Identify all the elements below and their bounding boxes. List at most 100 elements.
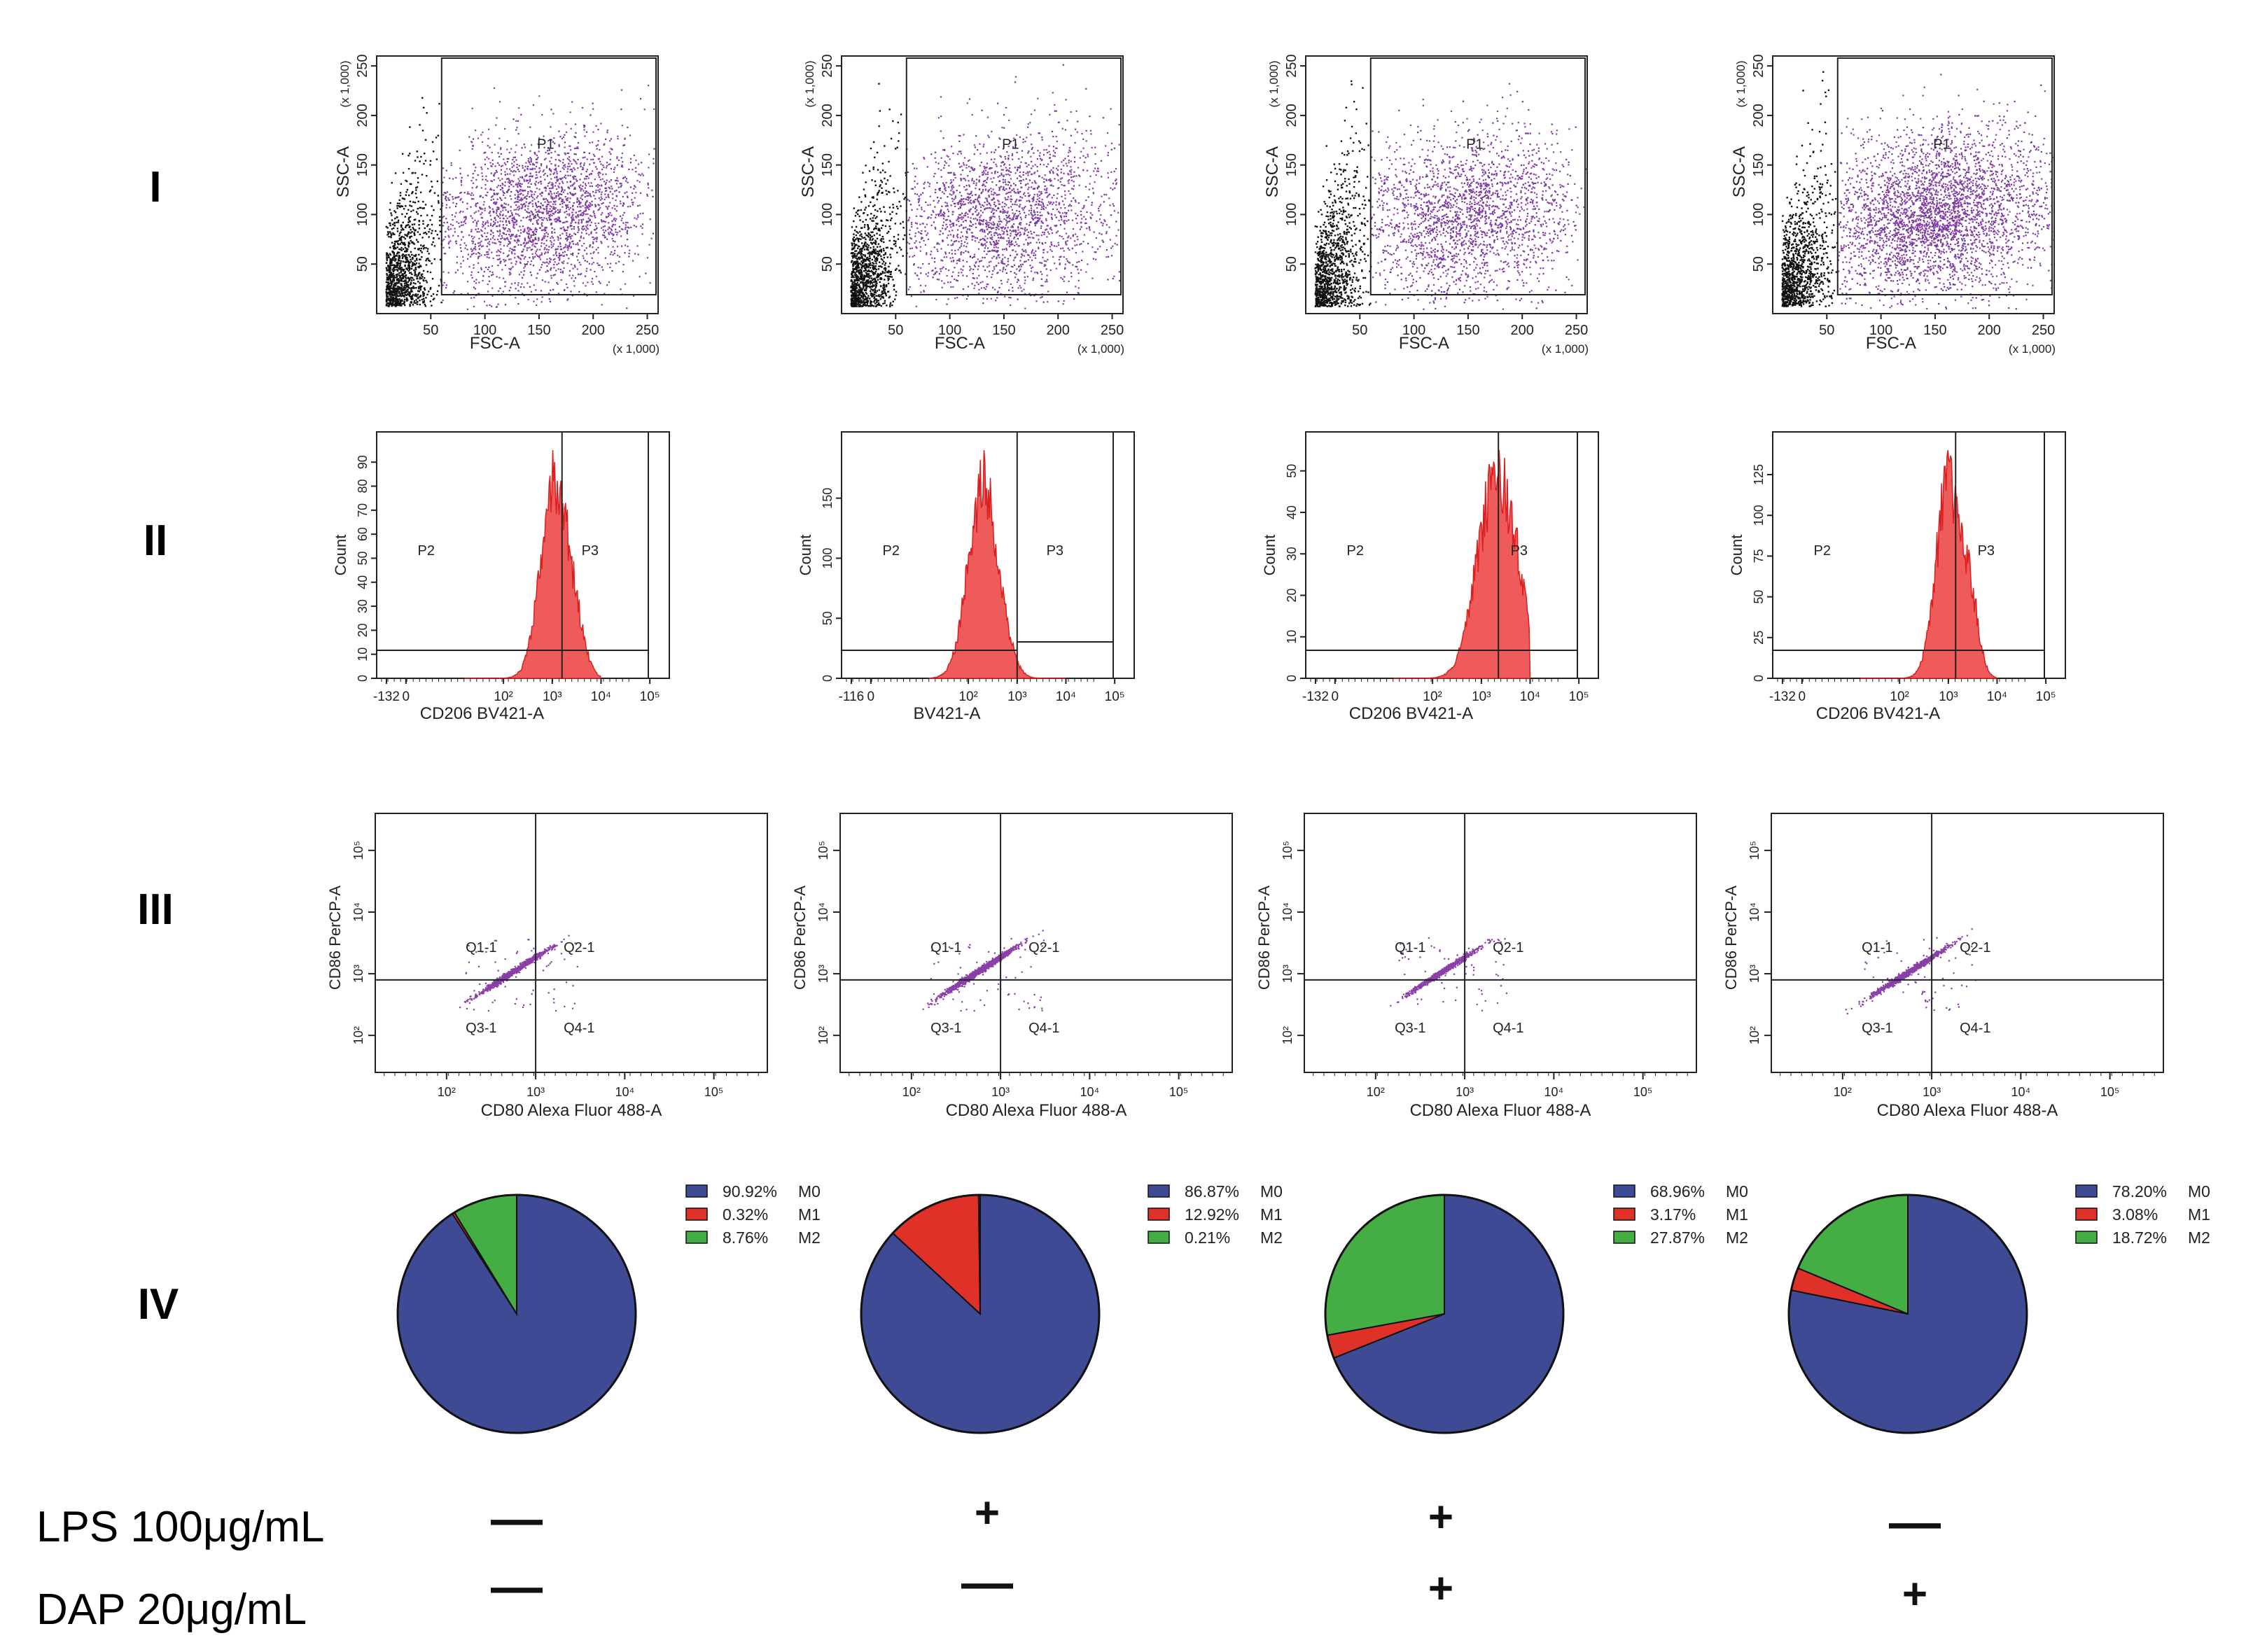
gated-event: [468, 193, 470, 195]
gated-event: [554, 274, 556, 275]
gated-event: [640, 213, 641, 214]
gated-event: [504, 171, 505, 172]
gated-event: [519, 176, 521, 178]
gated-event: [641, 162, 642, 163]
gated-event: [541, 222, 543, 223]
ungated-event: [426, 281, 428, 283]
gated-event: [493, 221, 494, 223]
gated-event: [648, 184, 649, 186]
gated-event: [473, 306, 475, 307]
gated-event: [538, 223, 539, 225]
gated-event: [488, 158, 489, 160]
ungated-event: [398, 220, 399, 221]
gated-event: [583, 164, 585, 166]
gated-event: [466, 248, 468, 250]
gated-event: [606, 190, 607, 191]
gated-event: [517, 196, 519, 197]
gated-event: [550, 171, 552, 172]
gated-event: [497, 221, 498, 223]
gated-event: [573, 182, 575, 183]
gated-event: [473, 264, 474, 265]
gated-event: [517, 120, 519, 122]
gated-event: [522, 277, 523, 279]
gated-event: [515, 197, 516, 199]
gated-event: [573, 202, 575, 204]
gated-event: [520, 232, 522, 234]
gated-event: [582, 169, 583, 170]
gated-event: [570, 175, 571, 176]
gated-event: [550, 205, 551, 206]
gated-event: [471, 236, 473, 237]
gated-event: [604, 237, 606, 238]
gated-event: [552, 246, 554, 247]
gated-event: [531, 160, 532, 161]
gated-event: [474, 220, 475, 221]
gated-event: [555, 168, 557, 169]
gated-event: [510, 148, 512, 149]
gated-event: [456, 262, 458, 263]
gated-event: [484, 210, 485, 211]
gated-event: [472, 238, 473, 239]
gated-event: [588, 209, 590, 210]
flow-cytometry-figure: I II III IV P150 100 150 200 250501001502002…: [0, 0, 2253, 1652]
gated-event: [540, 206, 541, 207]
gated-event: [455, 206, 456, 207]
gated-event: [572, 209, 573, 210]
gated-event: [566, 211, 567, 212]
gated-event: [577, 197, 578, 199]
gated-event: [587, 192, 589, 193]
gated-event: [508, 211, 509, 213]
gated-event: [651, 238, 653, 239]
gated-event: [501, 169, 502, 171]
gated-event: [530, 264, 531, 265]
gated-event: [550, 191, 552, 192]
gated-event: [597, 148, 598, 150]
gated-event: [526, 217, 527, 218]
gated-event: [552, 204, 554, 205]
gated-event: [463, 221, 465, 223]
gated-event: [532, 223, 533, 225]
gated-event: [504, 286, 505, 287]
gated-event: [632, 192, 633, 194]
gated-event: [552, 237, 554, 239]
ungated-event: [408, 195, 410, 196]
gated-event: [545, 245, 547, 246]
gated-event: [537, 273, 538, 274]
gated-event: [540, 246, 542, 247]
gated-event: [488, 129, 489, 130]
ungated-event: [406, 286, 407, 287]
gated-event: [539, 249, 540, 251]
gated-event: [504, 162, 505, 164]
gated-event: [482, 280, 483, 281]
ungated-event: [403, 248, 404, 250]
gated-event: [602, 174, 604, 175]
ungated-event: [428, 231, 429, 232]
gated-event: [497, 239, 498, 240]
gated-event: [515, 209, 517, 210]
gated-event: [477, 256, 479, 258]
gated-event: [451, 162, 452, 164]
gated-event: [610, 153, 611, 155]
gated-event: [523, 274, 524, 276]
gated-event: [510, 216, 511, 217]
gated-event: [474, 170, 475, 172]
gated-event: [510, 184, 512, 186]
gated-event: [582, 186, 583, 187]
gated-event: [445, 287, 447, 288]
gated-event: [626, 307, 627, 309]
gated-event: [557, 186, 559, 187]
gated-event: [539, 211, 540, 213]
gated-event: [614, 241, 615, 242]
gated-event: [583, 228, 585, 230]
gated-event: [517, 284, 519, 286]
gated-event: [484, 223, 486, 225]
gated-event: [546, 258, 547, 260]
gated-event: [461, 177, 463, 178]
gated-event: [485, 222, 487, 223]
gated-event: [515, 144, 517, 146]
gated-event: [482, 217, 483, 218]
gated-event: [585, 285, 586, 286]
gated-event: [505, 215, 506, 216]
gated-event: [538, 255, 540, 257]
gated-event: [573, 217, 574, 218]
